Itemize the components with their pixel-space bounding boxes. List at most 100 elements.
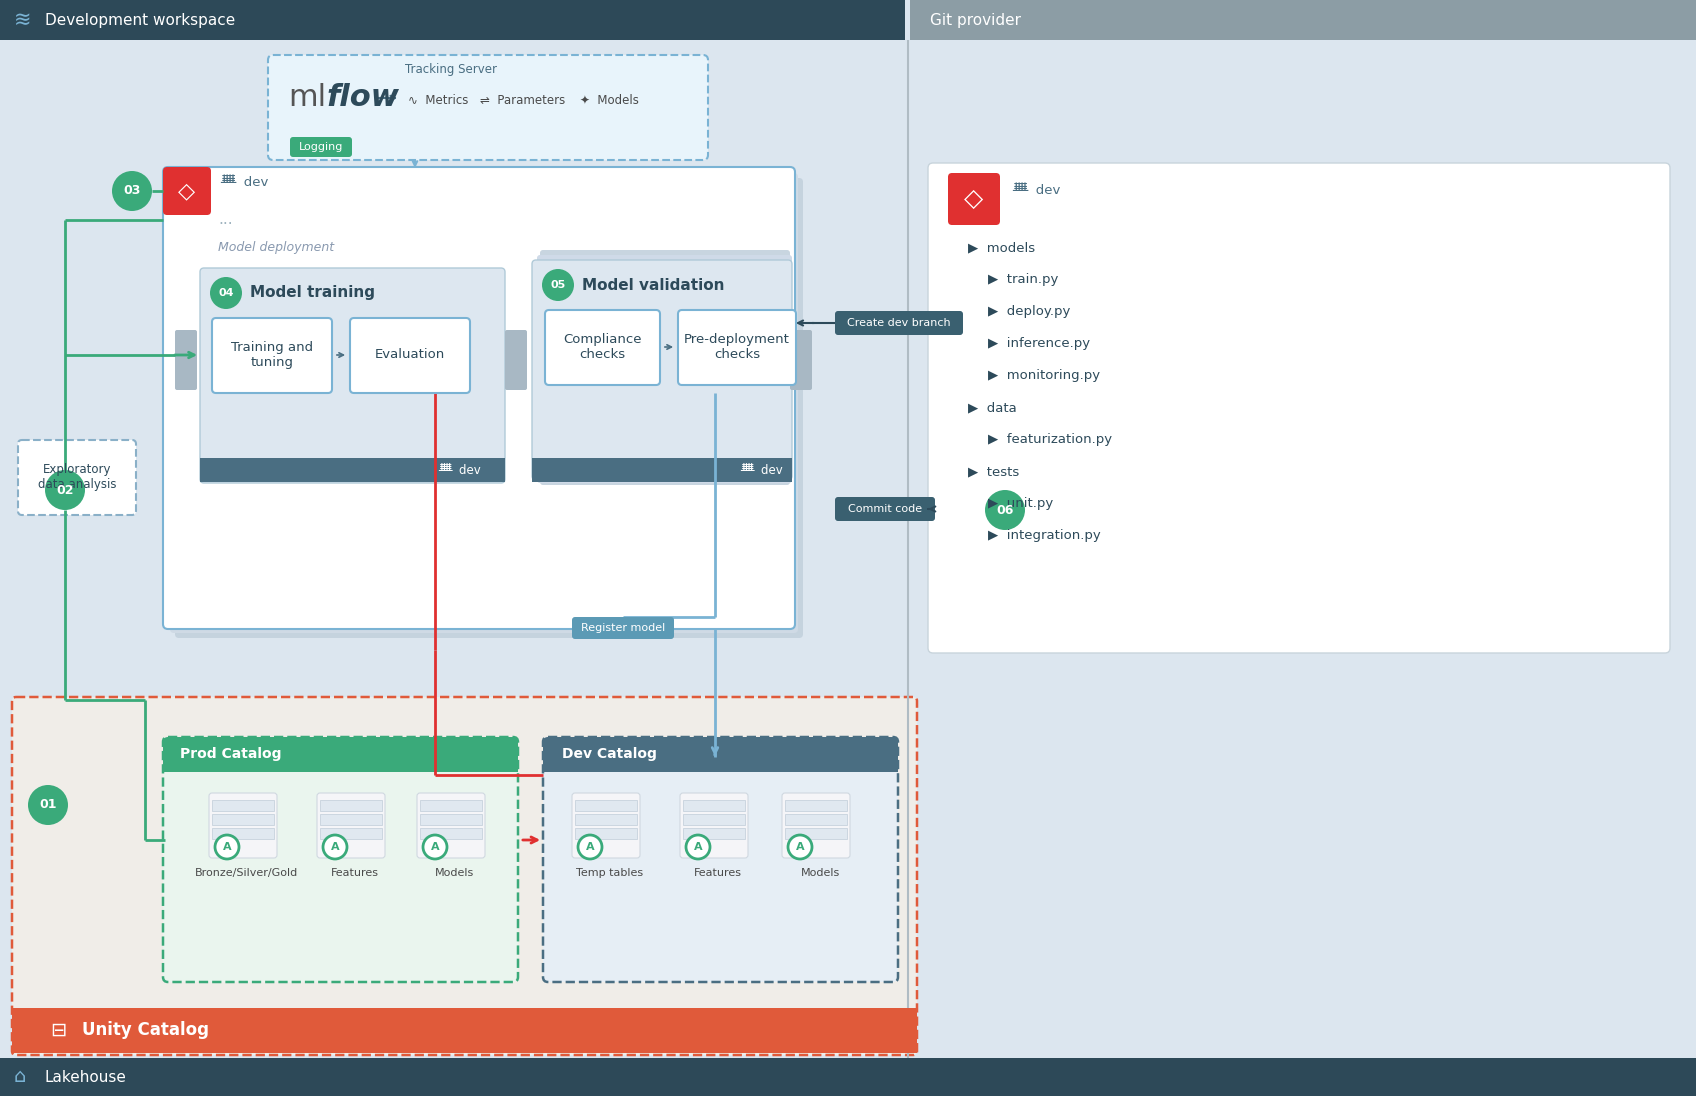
Text: 06: 06: [996, 503, 1014, 516]
Bar: [321, 814, 382, 825]
FancyBboxPatch shape: [538, 255, 792, 483]
Text: ▶  data: ▶ data: [968, 401, 1016, 414]
Text: Prod Catalog: Prod Catalog: [180, 747, 282, 761]
Text: ▶  models: ▶ models: [968, 241, 1035, 254]
FancyBboxPatch shape: [505, 330, 527, 390]
Text: ▶  monitoring.py: ▶ monitoring.py: [989, 369, 1101, 383]
Circle shape: [422, 835, 448, 859]
Bar: [212, 827, 275, 840]
Text: 03: 03: [124, 184, 141, 197]
Text: Model deployment: Model deployment: [219, 241, 334, 254]
Text: ≋: ≋: [14, 10, 32, 30]
Text: Temp tables: Temp tables: [577, 868, 643, 878]
FancyBboxPatch shape: [163, 167, 210, 215]
FancyBboxPatch shape: [209, 794, 276, 858]
Text: Features: Features: [331, 868, 378, 878]
Text: A: A: [222, 842, 231, 852]
Bar: [321, 800, 382, 811]
Circle shape: [543, 269, 573, 301]
Text: A: A: [431, 842, 439, 852]
Text: Compliance
checks: Compliance checks: [563, 333, 641, 361]
Text: Register model: Register model: [580, 623, 665, 633]
Text: Tracking Server: Tracking Server: [405, 64, 497, 77]
Text: Commit code: Commit code: [848, 504, 923, 514]
Circle shape: [29, 785, 68, 825]
Circle shape: [210, 277, 243, 309]
Text: Bronze/Silver/Gold: Bronze/Silver/Gold: [195, 868, 298, 878]
FancyBboxPatch shape: [543, 737, 897, 982]
Text: ◇: ◇: [178, 181, 195, 201]
Text: Models: Models: [801, 868, 840, 878]
FancyBboxPatch shape: [417, 794, 485, 858]
Bar: [683, 800, 745, 811]
FancyBboxPatch shape: [680, 794, 748, 858]
Text: ✦  Models: ✦ Models: [580, 93, 639, 106]
Text: ◇: ◇: [965, 187, 984, 212]
Text: Models: Models: [436, 868, 475, 878]
FancyBboxPatch shape: [175, 178, 802, 638]
Text: Dev Catalog: Dev Catalog: [561, 747, 656, 761]
FancyBboxPatch shape: [163, 167, 795, 629]
FancyBboxPatch shape: [790, 330, 812, 390]
FancyBboxPatch shape: [928, 163, 1671, 653]
FancyBboxPatch shape: [834, 311, 963, 335]
Text: ▶  inference.py: ▶ inference.py: [989, 338, 1091, 351]
Bar: [575, 827, 638, 840]
Text: 04: 04: [219, 288, 234, 298]
FancyBboxPatch shape: [317, 794, 385, 858]
Text: Exploratory
data analysis: Exploratory data analysis: [37, 463, 117, 491]
Text: 02: 02: [56, 483, 73, 496]
Text: Git provider: Git provider: [929, 12, 1021, 27]
Text: Development workspace: Development workspace: [46, 12, 236, 27]
Bar: [0, 0, 906, 39]
Text: A: A: [694, 842, 702, 852]
Text: ⇌  Parameters: ⇌ Parameters: [480, 93, 565, 106]
Circle shape: [215, 835, 239, 859]
FancyBboxPatch shape: [834, 496, 934, 521]
Text: ▶  integration.py: ▶ integration.py: [989, 529, 1101, 543]
Text: Training and
tuning: Training and tuning: [231, 341, 314, 369]
Bar: [683, 827, 745, 840]
Text: ⊟: ⊟: [49, 1020, 66, 1039]
Circle shape: [789, 835, 812, 859]
Text: flow: flow: [326, 83, 399, 113]
Bar: [683, 814, 745, 825]
FancyBboxPatch shape: [543, 737, 897, 772]
Bar: [0, 1058, 1696, 1096]
Text: Features: Features: [694, 868, 743, 878]
FancyBboxPatch shape: [175, 330, 197, 390]
Circle shape: [985, 490, 1024, 530]
Circle shape: [46, 470, 85, 510]
Bar: [543, 755, 897, 772]
Bar: [785, 814, 846, 825]
FancyBboxPatch shape: [163, 737, 517, 982]
FancyBboxPatch shape: [268, 55, 707, 160]
Text: ▶  train.py: ▶ train.py: [989, 274, 1058, 286]
Text: A: A: [331, 842, 339, 852]
Circle shape: [685, 835, 711, 859]
FancyBboxPatch shape: [544, 310, 660, 385]
Bar: [421, 827, 482, 840]
Text: ᚙ  dev: ᚙ dev: [741, 464, 784, 477]
FancyBboxPatch shape: [170, 173, 799, 633]
Circle shape: [112, 171, 153, 212]
Text: Logging: Logging: [298, 142, 343, 152]
Text: ...: ...: [219, 213, 232, 228]
Bar: [163, 755, 517, 772]
Bar: [12, 1008, 918, 1053]
Text: Model validation: Model validation: [582, 277, 724, 293]
Text: ▶  deploy.py: ▶ deploy.py: [989, 306, 1070, 319]
FancyBboxPatch shape: [163, 737, 517, 772]
FancyBboxPatch shape: [212, 318, 332, 393]
FancyBboxPatch shape: [533, 260, 792, 480]
Bar: [212, 814, 275, 825]
Text: Unity Catalog: Unity Catalog: [81, 1021, 209, 1039]
Text: ▶  tests: ▶ tests: [968, 466, 1019, 479]
FancyBboxPatch shape: [539, 250, 790, 486]
Bar: [421, 814, 482, 825]
FancyBboxPatch shape: [200, 269, 505, 483]
FancyBboxPatch shape: [782, 794, 850, 858]
Bar: [533, 458, 792, 482]
Circle shape: [322, 835, 348, 859]
Bar: [785, 800, 846, 811]
